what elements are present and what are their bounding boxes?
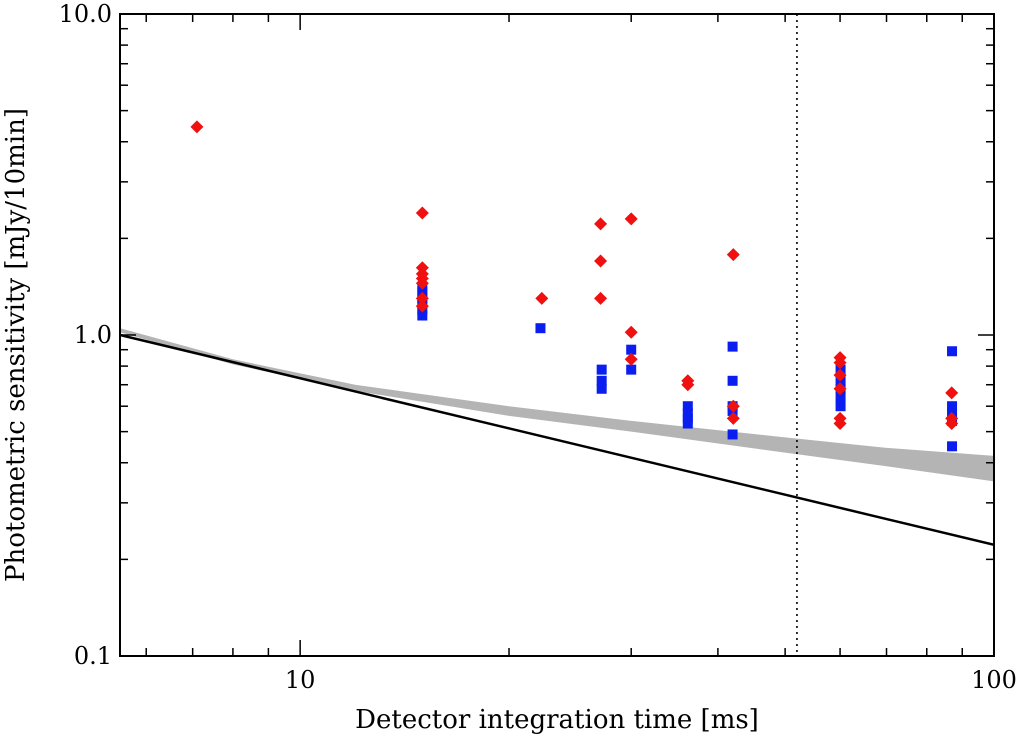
blue-square-point	[727, 341, 738, 352]
blue-square-point	[835, 392, 846, 403]
red-diamond-point	[594, 291, 608, 305]
red-diamond-point	[833, 382, 847, 396]
blue-square-point	[626, 344, 637, 355]
plot-layer	[120, 14, 994, 656]
red-diamond-point	[415, 291, 429, 305]
blue-square-point	[417, 310, 428, 321]
red-diamond-point	[624, 325, 638, 339]
red-diamond-point	[726, 399, 740, 413]
x-axis-title: Detector integration time [ms]	[355, 705, 759, 735]
blue-square-point	[727, 375, 738, 386]
sensitivity-band	[120, 328, 994, 482]
blue-square-point	[835, 401, 846, 412]
red-diamond-point	[190, 120, 204, 134]
red-diamond-point	[945, 417, 959, 431]
red-diamond-point	[833, 368, 847, 382]
y-tick-label: 1.0	[74, 321, 112, 349]
red-diamond-point	[726, 248, 740, 262]
red-diamond-point	[535, 291, 549, 305]
ticks-layer: 10 100 0.1 1.0 10.0	[59, 0, 1017, 694]
blue-square-point	[727, 429, 738, 440]
theoretical-limit-line	[120, 333, 994, 547]
y-tick-label: 10.0	[59, 0, 112, 28]
blue-square-point	[626, 364, 637, 375]
plot-frame	[119, 13, 995, 657]
red-diamond-point	[945, 386, 959, 400]
blue-square-point	[682, 413, 693, 424]
red-diamond-point	[594, 217, 608, 231]
red-diamond-point	[415, 299, 429, 313]
y-tick-label: 0.1	[74, 642, 112, 670]
red-diamond-point	[681, 378, 695, 392]
blue-square-point	[596, 383, 607, 394]
red-diamond-point	[415, 276, 429, 290]
blue-square-point	[682, 418, 693, 429]
red-diamond-point	[624, 212, 638, 226]
plot-area	[120, 14, 994, 656]
blue-square-point	[947, 401, 958, 412]
x-tick-label: 100	[971, 666, 1017, 694]
red-diamond-point	[833, 417, 847, 431]
y-axis-title: Photometric sensitivity [mJy/10min]	[1, 108, 31, 582]
red-diamond-point	[594, 254, 608, 268]
red-diamond-point	[624, 352, 638, 366]
blue-square-point	[947, 346, 958, 357]
x-tick-label: 10	[285, 666, 316, 694]
blue-square-point	[596, 364, 607, 375]
red-diamond-point	[726, 411, 740, 425]
red-diamond-point	[833, 356, 847, 370]
blue-square-point	[682, 401, 693, 412]
blue-square-point	[535, 323, 546, 334]
red-diamond-point	[415, 206, 429, 220]
blue-square-point	[596, 375, 607, 386]
blue-square-point	[947, 441, 958, 452]
